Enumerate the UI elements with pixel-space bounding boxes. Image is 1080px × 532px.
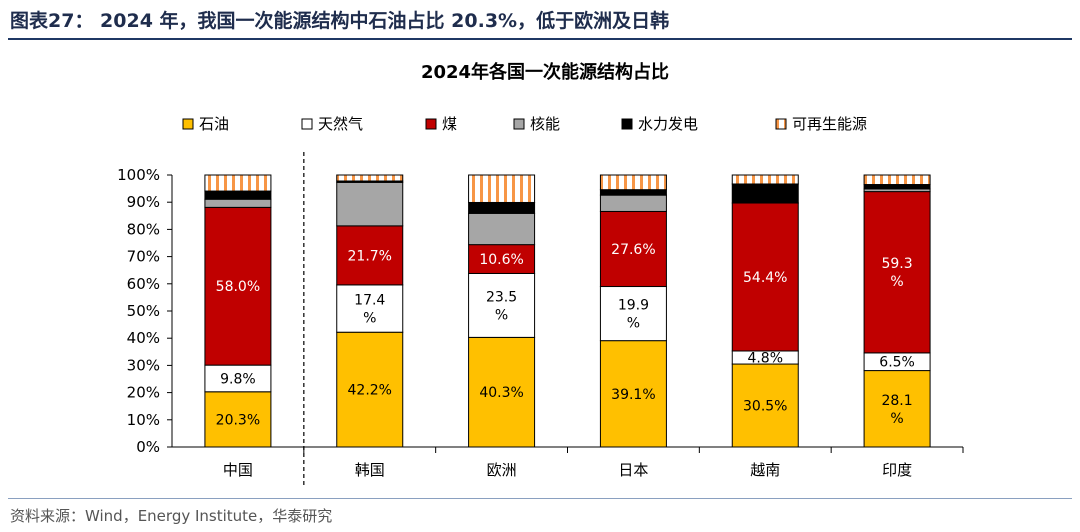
y-tick-label: 30% [127,356,160,374]
bar-segment-oil [204,391,272,448]
y-tick-label: 20% [127,384,160,402]
chart-legend: 石油 天然气 煤 核能 水力发电 可再生能源 [182,115,867,133]
data-label-oil: 30.5% [743,399,787,415]
data-label-oil: 39.1% [611,387,655,403]
legend-swatch-coal [425,118,437,130]
data-label-gas: 4.8% [747,351,783,367]
bar-segment-nuclear [204,198,272,208]
bar-segment-coal [863,191,931,354]
bar-segment-hydro [863,184,931,190]
y-tick-label: 60% [127,275,160,293]
bar-segment-gas [468,272,536,338]
bar-segment-renewable [599,174,667,191]
data-label-oil: 28.1% [881,393,912,427]
bar-segment-nuclear [336,181,404,227]
bar-segment-oil [336,331,404,448]
x-category-label: 欧洲 [487,461,517,479]
bar-segment-nuclear [468,212,536,246]
bar-segment-renewable [336,174,404,182]
bar-segment-coal [468,244,536,274]
y-tick-label: 80% [127,220,160,238]
legend-label-nuclear: 核能 [530,115,560,133]
bar-segment-oil [599,340,667,448]
top-divider [8,38,1072,40]
data-label-coal: 27.6% [611,242,655,258]
x-category-label: 日本 [618,461,648,479]
data-label-oil: 20.3% [216,412,260,428]
bar-segment-hydro [731,183,799,204]
data-label-coal: 58.0% [216,279,260,295]
bar-segment-renewable [863,174,931,186]
bar-segment-renewable [204,174,272,192]
legend-swatch-renewable [775,118,787,130]
bar-segment-coal [599,210,667,288]
y-tick-label: 40% [127,329,160,347]
source-note: 资料来源：Wind，Energy Institute，华泰研究 [10,507,333,525]
stacked-bar-chart: 2024年各国一次能源结构占比 石油 天然气 煤 核能 水力发电 可再生能源 0% 10% 2… [117,61,964,485]
x-category-label: 越南 [750,461,780,479]
legend-label-renewable: 可再生能源 [792,115,867,133]
data-label-gas: 6.5% [879,355,915,371]
data-label-oil: 42.2% [348,383,392,399]
data-label-gas: 19.9% [618,298,649,332]
figure-title: 图表27： 2024 年，我国一次能源结构中石油占比 20.3%，低于欧洲及日韩 [10,10,670,32]
chart-data-labels: 20.3% 9.8% 58.0% 42.2% 17.4 % 21.7% 40.3% 23.5 % 1… [216,242,915,428]
bar-segment-gas [336,284,404,333]
data-label-coal: 10.6% [479,252,523,268]
y-tick-label: 10% [127,411,160,429]
data-label-coal: 59.3% [881,256,912,290]
bar-segment-oil [863,370,931,448]
x-category-label: 韩国 [355,461,385,479]
data-label-oil: 40.3% [479,385,523,401]
legend-label-oil: 石油 [199,115,229,133]
bar-segment-coal [336,225,404,286]
bar-segment-oil [731,363,799,448]
data-label-coal: 21.7% [348,248,392,264]
bottom-divider [8,498,1072,499]
bar-segment-hydro [599,189,667,196]
bar-segment-coal [204,206,272,366]
y-tick-label: 0% [136,438,160,456]
legend-label-hydro: 水力发电 [638,115,698,133]
data-label-coal: 54.4% [743,270,787,286]
bar-segment-coal [731,202,799,352]
data-label-gas: 9.8% [220,371,256,387]
chart-axes: 0% 10% 20% 30% 40% 50% 60% 70% 80% 90% 100% 中国 韩国 欧洲 日… [117,152,964,485]
legend-label-gas: 天然气 [318,115,363,133]
bar-segment-renewable [468,174,536,203]
bar-segment-nuclear [599,194,667,212]
legend-swatch-hydro [621,118,633,130]
bar-segment-oil [468,336,536,448]
x-category-label: 中国 [223,461,253,479]
bar-segment-hydro [204,190,272,200]
y-tick-label: 70% [127,248,160,266]
x-category-label: 印度 [882,461,912,479]
y-tick-label: 50% [127,302,160,320]
chart-bars [204,174,931,448]
chart-title: 2024年各国一次能源结构占比 [421,61,669,83]
y-tick-label: 100% [117,166,160,184]
legend-swatch-gas [301,118,313,130]
data-label-gas: 17.4% [354,293,385,327]
y-tick-label: 90% [127,193,160,211]
data-label-gas: 23.5% [486,289,517,323]
bar-segment-renewable [731,174,799,185]
legend-swatch-nuclear [513,118,525,130]
legend-label-coal: 煤 [442,115,457,133]
bar-segment-hydro [468,201,536,214]
legend-swatch-oil [182,118,194,130]
